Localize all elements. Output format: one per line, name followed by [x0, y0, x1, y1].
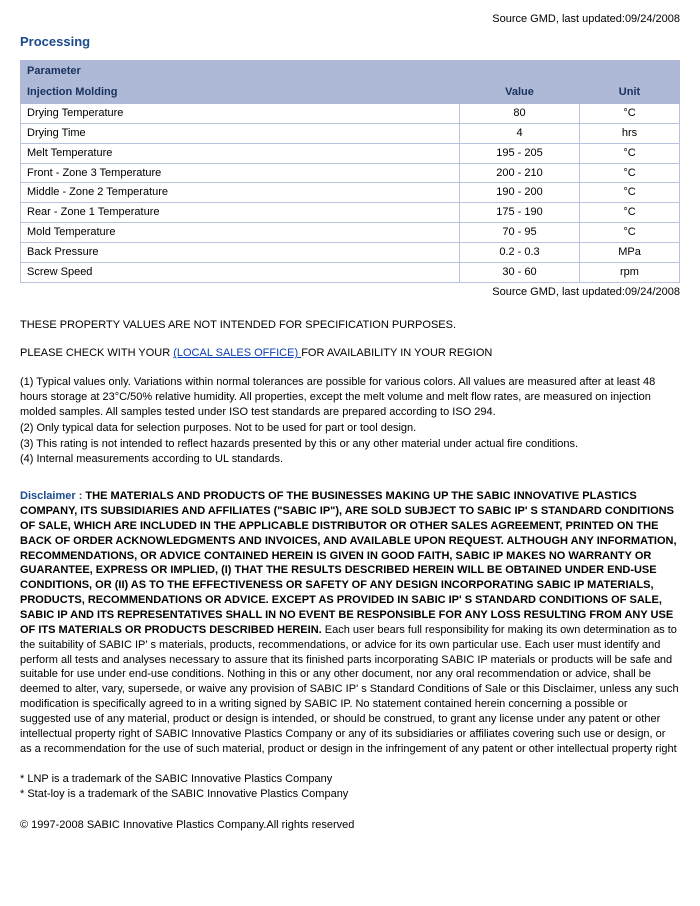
cell-param: Back Pressure	[21, 242, 460, 262]
source-line-top: Source GMD, last updated:09/24/2008	[20, 12, 680, 27]
cell-unit: °C	[580, 203, 680, 223]
cell-value: 80	[460, 104, 580, 124]
header-value: Value	[460, 82, 580, 103]
copyright: © 1997-2008 SABIC Innovative Plastics Co…	[20, 818, 680, 833]
header-value-blank	[460, 61, 580, 82]
source-line-bottom: Source GMD, last updated:09/24/2008	[20, 285, 680, 300]
cell-param: Middle - Zone 2 Temperature	[21, 183, 460, 203]
cell-unit: °C	[580, 223, 680, 243]
cell-value: 70 - 95	[460, 223, 580, 243]
table-row: Middle - Zone 2 Temperature190 - 200°C	[21, 183, 680, 203]
header-sub: Injection Molding	[21, 82, 460, 103]
processing-table: Parameter Injection Molding Value Unit D…	[20, 60, 680, 282]
cell-value: 4	[460, 123, 580, 143]
table-row: Mold Temperature70 - 95°C	[21, 223, 680, 243]
cell-unit: MPa	[580, 242, 680, 262]
cell-value: 175 - 190	[460, 203, 580, 223]
cell-param: Screw Speed	[21, 262, 460, 282]
disclaimer: Disclaimer : THE MATERIALS AND PRODUCTS …	[20, 489, 680, 756]
header-unit: Unit	[580, 82, 680, 103]
cell-param: Rear - Zone 1 Temperature	[21, 203, 460, 223]
footnote: (2) Only typical data for selection purp…	[20, 421, 680, 436]
check-pre: PLEASE CHECK WITH YOUR	[20, 347, 173, 359]
cell-unit: °C	[580, 143, 680, 163]
check-post: FOR AVAILABILITY IN YOUR REGION	[301, 347, 492, 359]
table-row: Rear - Zone 1 Temperature175 - 190°C	[21, 203, 680, 223]
section-heading: Processing	[20, 33, 680, 51]
header-parameter: Parameter	[21, 61, 460, 82]
cell-value: 195 - 205	[460, 143, 580, 163]
cell-param: Mold Temperature	[21, 223, 460, 243]
cell-param: Drying Time	[21, 123, 460, 143]
table-row: Drying Time4hrs	[21, 123, 680, 143]
footnote: (3) This rating is not intended to refle…	[20, 437, 680, 452]
table-row: Back Pressure0.2 - 0.3MPa	[21, 242, 680, 262]
disclaimer-rest: Each user bears full responsibility for …	[20, 624, 679, 755]
table-row: Melt Temperature195 - 205°C	[21, 143, 680, 163]
table-row: Screw Speed30 - 60rpm	[21, 262, 680, 282]
cell-param: Drying Temperature	[21, 104, 460, 124]
cell-value: 200 - 210	[460, 163, 580, 183]
footnote: (1) Typical values only. Variations with…	[20, 375, 680, 420]
check-availability-line: PLEASE CHECK WITH YOUR (LOCAL SALES OFFI…	[20, 346, 680, 361]
table-row: Front - Zone 3 Temperature200 - 210°C	[21, 163, 680, 183]
cell-unit: °C	[580, 163, 680, 183]
cell-value: 30 - 60	[460, 262, 580, 282]
cell-unit: °C	[580, 183, 680, 203]
disclaimer-bold: THE MATERIALS AND PRODUCTS OF THE BUSINE…	[20, 490, 677, 636]
cell-param: Melt Temperature	[21, 143, 460, 163]
spec-notice: THESE PROPERTY VALUES ARE NOT INTENDED F…	[20, 318, 680, 333]
cell-value: 190 - 200	[460, 183, 580, 203]
disclaimer-label: Disclaimer :	[20, 490, 85, 502]
cell-unit: hrs	[580, 123, 680, 143]
header-unit-blank	[580, 61, 680, 82]
footnote: (4) Internal measurements according to U…	[20, 452, 680, 467]
footnotes: (1) Typical values only. Variations with…	[20, 375, 680, 467]
cell-param: Front - Zone 3 Temperature	[21, 163, 460, 183]
trademarks: * LNP is a trademark of the SABIC Innova…	[20, 772, 680, 802]
trademark-line: * LNP is a trademark of the SABIC Innova…	[20, 772, 680, 787]
cell-unit: rpm	[580, 262, 680, 282]
trademark-line: * Stat-loy is a trademark of the SABIC I…	[20, 787, 680, 802]
local-sales-office-link[interactable]: (LOCAL SALES OFFICE)	[173, 347, 301, 359]
table-row: Drying Temperature80°C	[21, 104, 680, 124]
cell-value: 0.2 - 0.3	[460, 242, 580, 262]
cell-unit: °C	[580, 104, 680, 124]
